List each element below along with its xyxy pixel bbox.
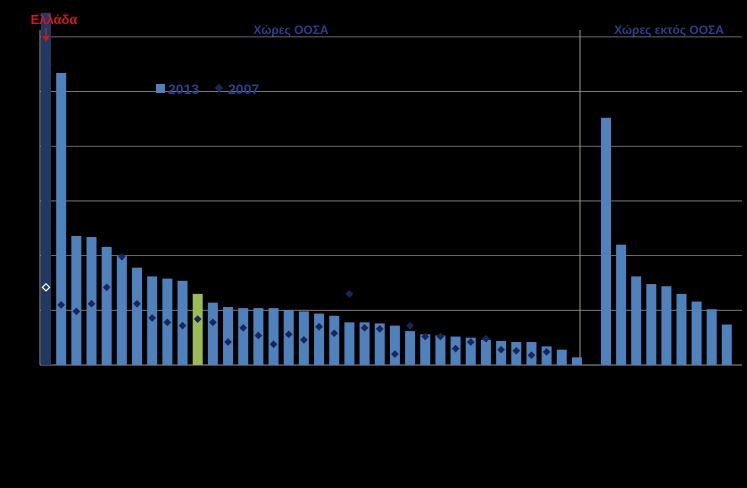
marker-2007 [345, 289, 354, 298]
bar-oecd [374, 323, 385, 365]
marker-2007 [436, 332, 445, 341]
bar-oecd [359, 322, 370, 365]
bar-oecd [192, 293, 203, 365]
group-label-oecd: Χώρες ΟΟΣΑ [253, 23, 329, 37]
bar-non-oecd [721, 324, 732, 365]
marker-2007 [102, 283, 111, 292]
bar-oecd [435, 335, 446, 365]
group-label-non-oecd: Χώρες εκτός ΟΟΣΑ [614, 23, 724, 37]
marker-2007 [406, 321, 415, 330]
marker-2007 [148, 314, 157, 322]
marker-2007 [178, 321, 187, 330]
marker-2007 [72, 307, 81, 316]
markers-2007 [41, 252, 551, 360]
bar-oecd [71, 235, 82, 365]
bar-oecd [405, 331, 416, 365]
marker-2007 [57, 300, 66, 309]
bar-non-oecd [631, 276, 642, 365]
bar-non-oecd [616, 244, 627, 365]
marker-2007 [133, 299, 141, 308]
bar-oecd [132, 267, 143, 365]
marker-2007 [481, 334, 490, 343]
bar-oecd [116, 255, 127, 365]
bar-oecd [480, 339, 491, 365]
bar-oecd [344, 322, 355, 365]
bar-non-oecd [706, 309, 717, 365]
bar-oecd [389, 325, 400, 365]
bar-oecd [329, 315, 340, 365]
bar-non-oecd [691, 301, 702, 365]
bar-oecd [314, 313, 325, 365]
bar-oecd [207, 302, 218, 365]
marker-2007 [193, 315, 202, 324]
greece-arrow-icon [42, 36, 50, 42]
greece-label: Ελλάδα [31, 12, 78, 27]
marker-2007 [117, 252, 126, 261]
marker-2007 [254, 331, 263, 340]
bars-2013 [41, 12, 732, 365]
bar-oecd [238, 308, 249, 365]
legend-marker-swatch [214, 83, 224, 93]
marker-2007 [315, 322, 324, 331]
bar-non-oecd [601, 117, 611, 365]
bar-oecd [465, 337, 476, 365]
greece-callout: Ελλάδα [31, 12, 78, 42]
marker-2007 [512, 346, 521, 355]
bar-oecd [556, 349, 567, 365]
marker-2007 [269, 340, 278, 349]
legend-marker-label: 2007 [228, 81, 259, 97]
marker-2007 [284, 330, 293, 339]
marker-2007 [360, 323, 369, 332]
bar-oecd [268, 308, 279, 365]
marker-2007 [451, 344, 460, 353]
legend-bar-swatch [156, 84, 165, 93]
marker-2007 [41, 282, 51, 292]
bar-non-oecd [676, 293, 687, 365]
marker-2007 [390, 350, 399, 359]
marker-2007 [527, 351, 536, 360]
marker-2007 [542, 347, 551, 356]
bar-oecd [41, 12, 51, 365]
bar-oecd [571, 357, 582, 365]
bar-oecd [101, 246, 112, 365]
marker-2007 [224, 338, 232, 346]
marker-2007 [239, 323, 248, 332]
bar-oecd [420, 334, 431, 365]
marker-2007 [208, 318, 217, 327]
bar-non-oecd [646, 284, 657, 365]
marker-2007 [163, 318, 172, 327]
bar-non-oecd [661, 286, 672, 365]
legend: 2013 2007 [156, 81, 259, 97]
bar-oecd [56, 72, 67, 365]
marker-2007 [421, 332, 430, 341]
marker-2007 [497, 345, 506, 354]
marker-2007 [299, 335, 308, 344]
marker-2007 [375, 324, 384, 333]
marker-2007 [466, 338, 475, 346]
bar-oecd [223, 307, 234, 365]
legend-bar-label: 2013 [168, 81, 199, 97]
marker-2007 [87, 299, 96, 308]
marker-2007 [330, 329, 339, 338]
